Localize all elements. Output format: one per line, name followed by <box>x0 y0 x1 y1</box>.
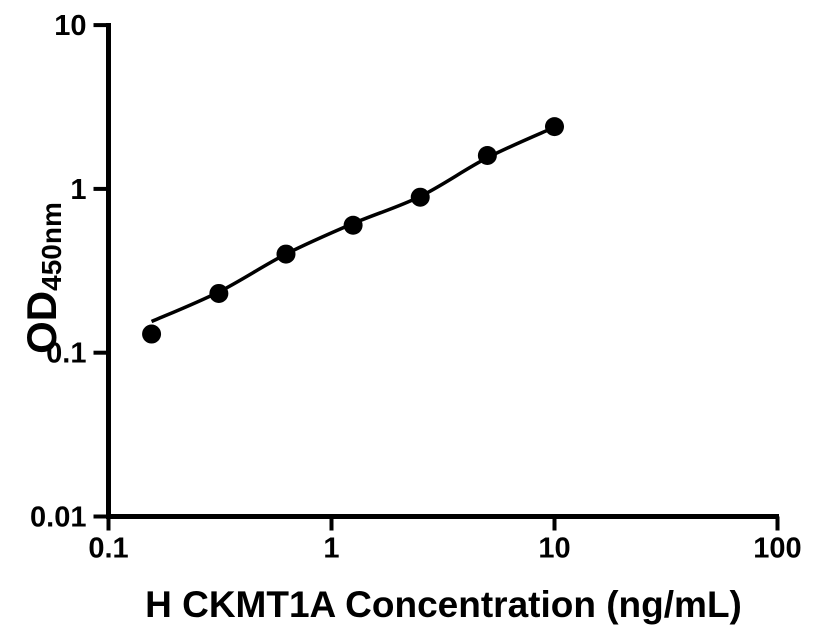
x-axis-title-text: H CKMT1A Concentration (ng/mL) <box>145 584 742 625</box>
y-tick-label: 0.01 <box>30 502 86 534</box>
y-axis-title-subscript: 450nm <box>36 202 67 291</box>
data-point <box>209 283 229 303</box>
y-axis-title-main: OD <box>18 290 65 354</box>
data-point <box>343 215 363 235</box>
x-axis-title: H CKMT1A Concentration (ng/mL) <box>108 586 779 623</box>
x-tick-label: 10 <box>538 533 570 565</box>
y-axis-title: OD450nm <box>12 178 72 378</box>
y-tick-label: 10 <box>54 10 86 42</box>
y-tick-label: 1 <box>70 174 86 206</box>
data-point <box>545 117 564 137</box>
x-tick-label: 1 <box>323 533 339 565</box>
data-point <box>276 244 296 264</box>
data-point <box>477 145 497 165</box>
y-tick-label: 0.1 <box>46 338 86 370</box>
data-point <box>142 324 162 344</box>
x-tick-label: 100 <box>753 533 801 565</box>
x-tick-label: 0.1 <box>88 533 128 565</box>
data-point <box>410 187 430 207</box>
